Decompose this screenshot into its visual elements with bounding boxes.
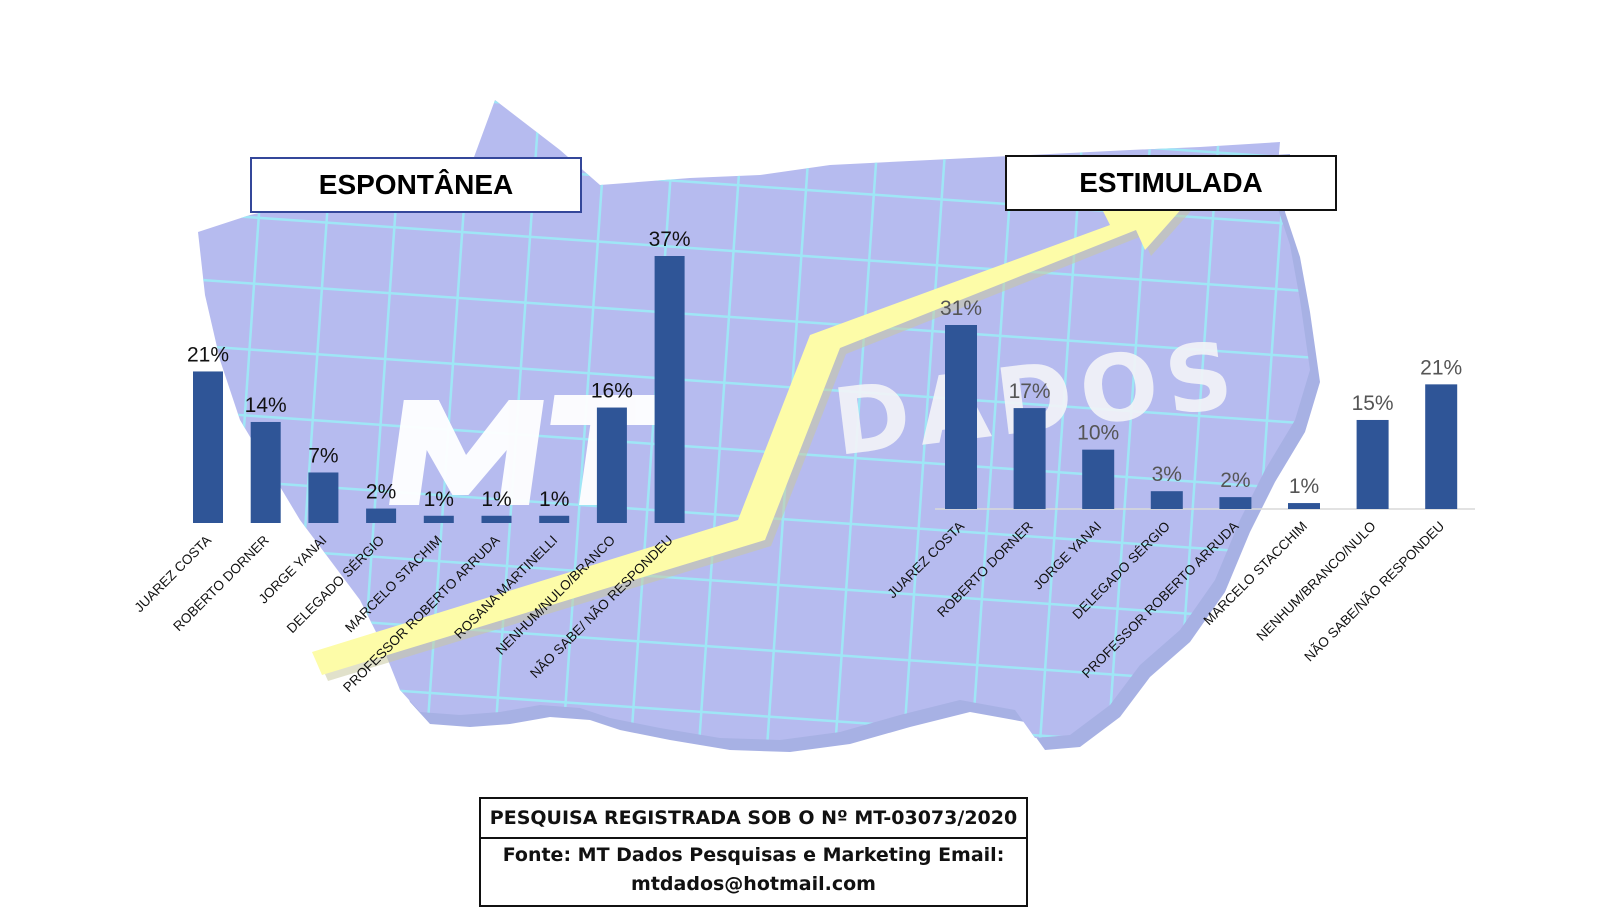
category-label: ROBERTO DORNER [170, 532, 272, 634]
bar-espontanea-5 [481, 515, 512, 523]
data-label: 31% [940, 297, 982, 320]
bar-estimulada-4 [1219, 497, 1252, 509]
bar-estimulada-5 [1288, 503, 1320, 509]
data-label: 3% [1152, 463, 1182, 486]
data-label: 14% [245, 394, 287, 417]
category-label: NENHUM/BRANCO/NULO [1254, 519, 1379, 644]
bar-estimulada-3 [1150, 491, 1183, 509]
arrow-icon [312, 188, 1200, 675]
bar-estimulada-0 [945, 325, 977, 509]
data-label: 2% [1220, 469, 1250, 492]
data-label: 1% [539, 488, 569, 511]
bar-espontanea-0 [193, 371, 223, 523]
bar-estimulada-6 [1356, 419, 1389, 509]
bar-estimulada-1 [1013, 408, 1046, 509]
bar-espontanea-8 [654, 256, 685, 523]
data-label: 21% [187, 343, 229, 366]
data-label: 17% [1009, 380, 1051, 403]
data-label: 37% [649, 228, 691, 251]
bar-estimulada-7 [1425, 384, 1458, 509]
data-label: 10% [1077, 422, 1119, 445]
data-label: 7% [308, 444, 338, 467]
bar-espontanea-7 [596, 407, 627, 523]
chart-title-espontanea: ESPONTÂNEA [250, 157, 582, 213]
source-text: Fonte: MT Dados Pesquisas e Marketing Em… [502, 844, 1005, 895]
category-label: NENHUM/NULO/BRANCO [493, 533, 618, 658]
chart-title-estimulada: ESTIMULADA [1005, 155, 1337, 211]
bar-espontanea-1 [250, 421, 281, 523]
bar-espontanea-2 [308, 472, 339, 523]
bar-espontanea-6 [539, 515, 570, 523]
registration-text: PESQUISA REGISTRADA SOB O Nº MT-03073/20… [481, 799, 1026, 839]
data-label: 2% [366, 481, 396, 504]
category-label: JORGE YANAI [1030, 519, 1104, 593]
data-label: 15% [1352, 392, 1394, 415]
bar-estimulada-2 [1082, 449, 1115, 509]
bar-espontanea-4 [423, 515, 454, 523]
category-label: MARCELO STACHIM [342, 533, 445, 636]
footer-box: PESQUISA REGISTRADA SOB O Nº MT-03073/20… [479, 797, 1028, 907]
data-label: 1% [424, 488, 454, 511]
data-label: 1% [1289, 475, 1319, 498]
data-label: 16% [591, 380, 633, 403]
bar-espontanea-3 [366, 508, 397, 523]
data-label: 21% [1420, 356, 1462, 379]
category-label: NÃO SABE/NÃO RESPONDEU [1301, 519, 1447, 665]
category-label: ROSANA MARTINELLI [451, 533, 560, 642]
category-label: DELEGADO SÉRGIO [284, 533, 387, 636]
data-label: 1% [481, 488, 511, 511]
